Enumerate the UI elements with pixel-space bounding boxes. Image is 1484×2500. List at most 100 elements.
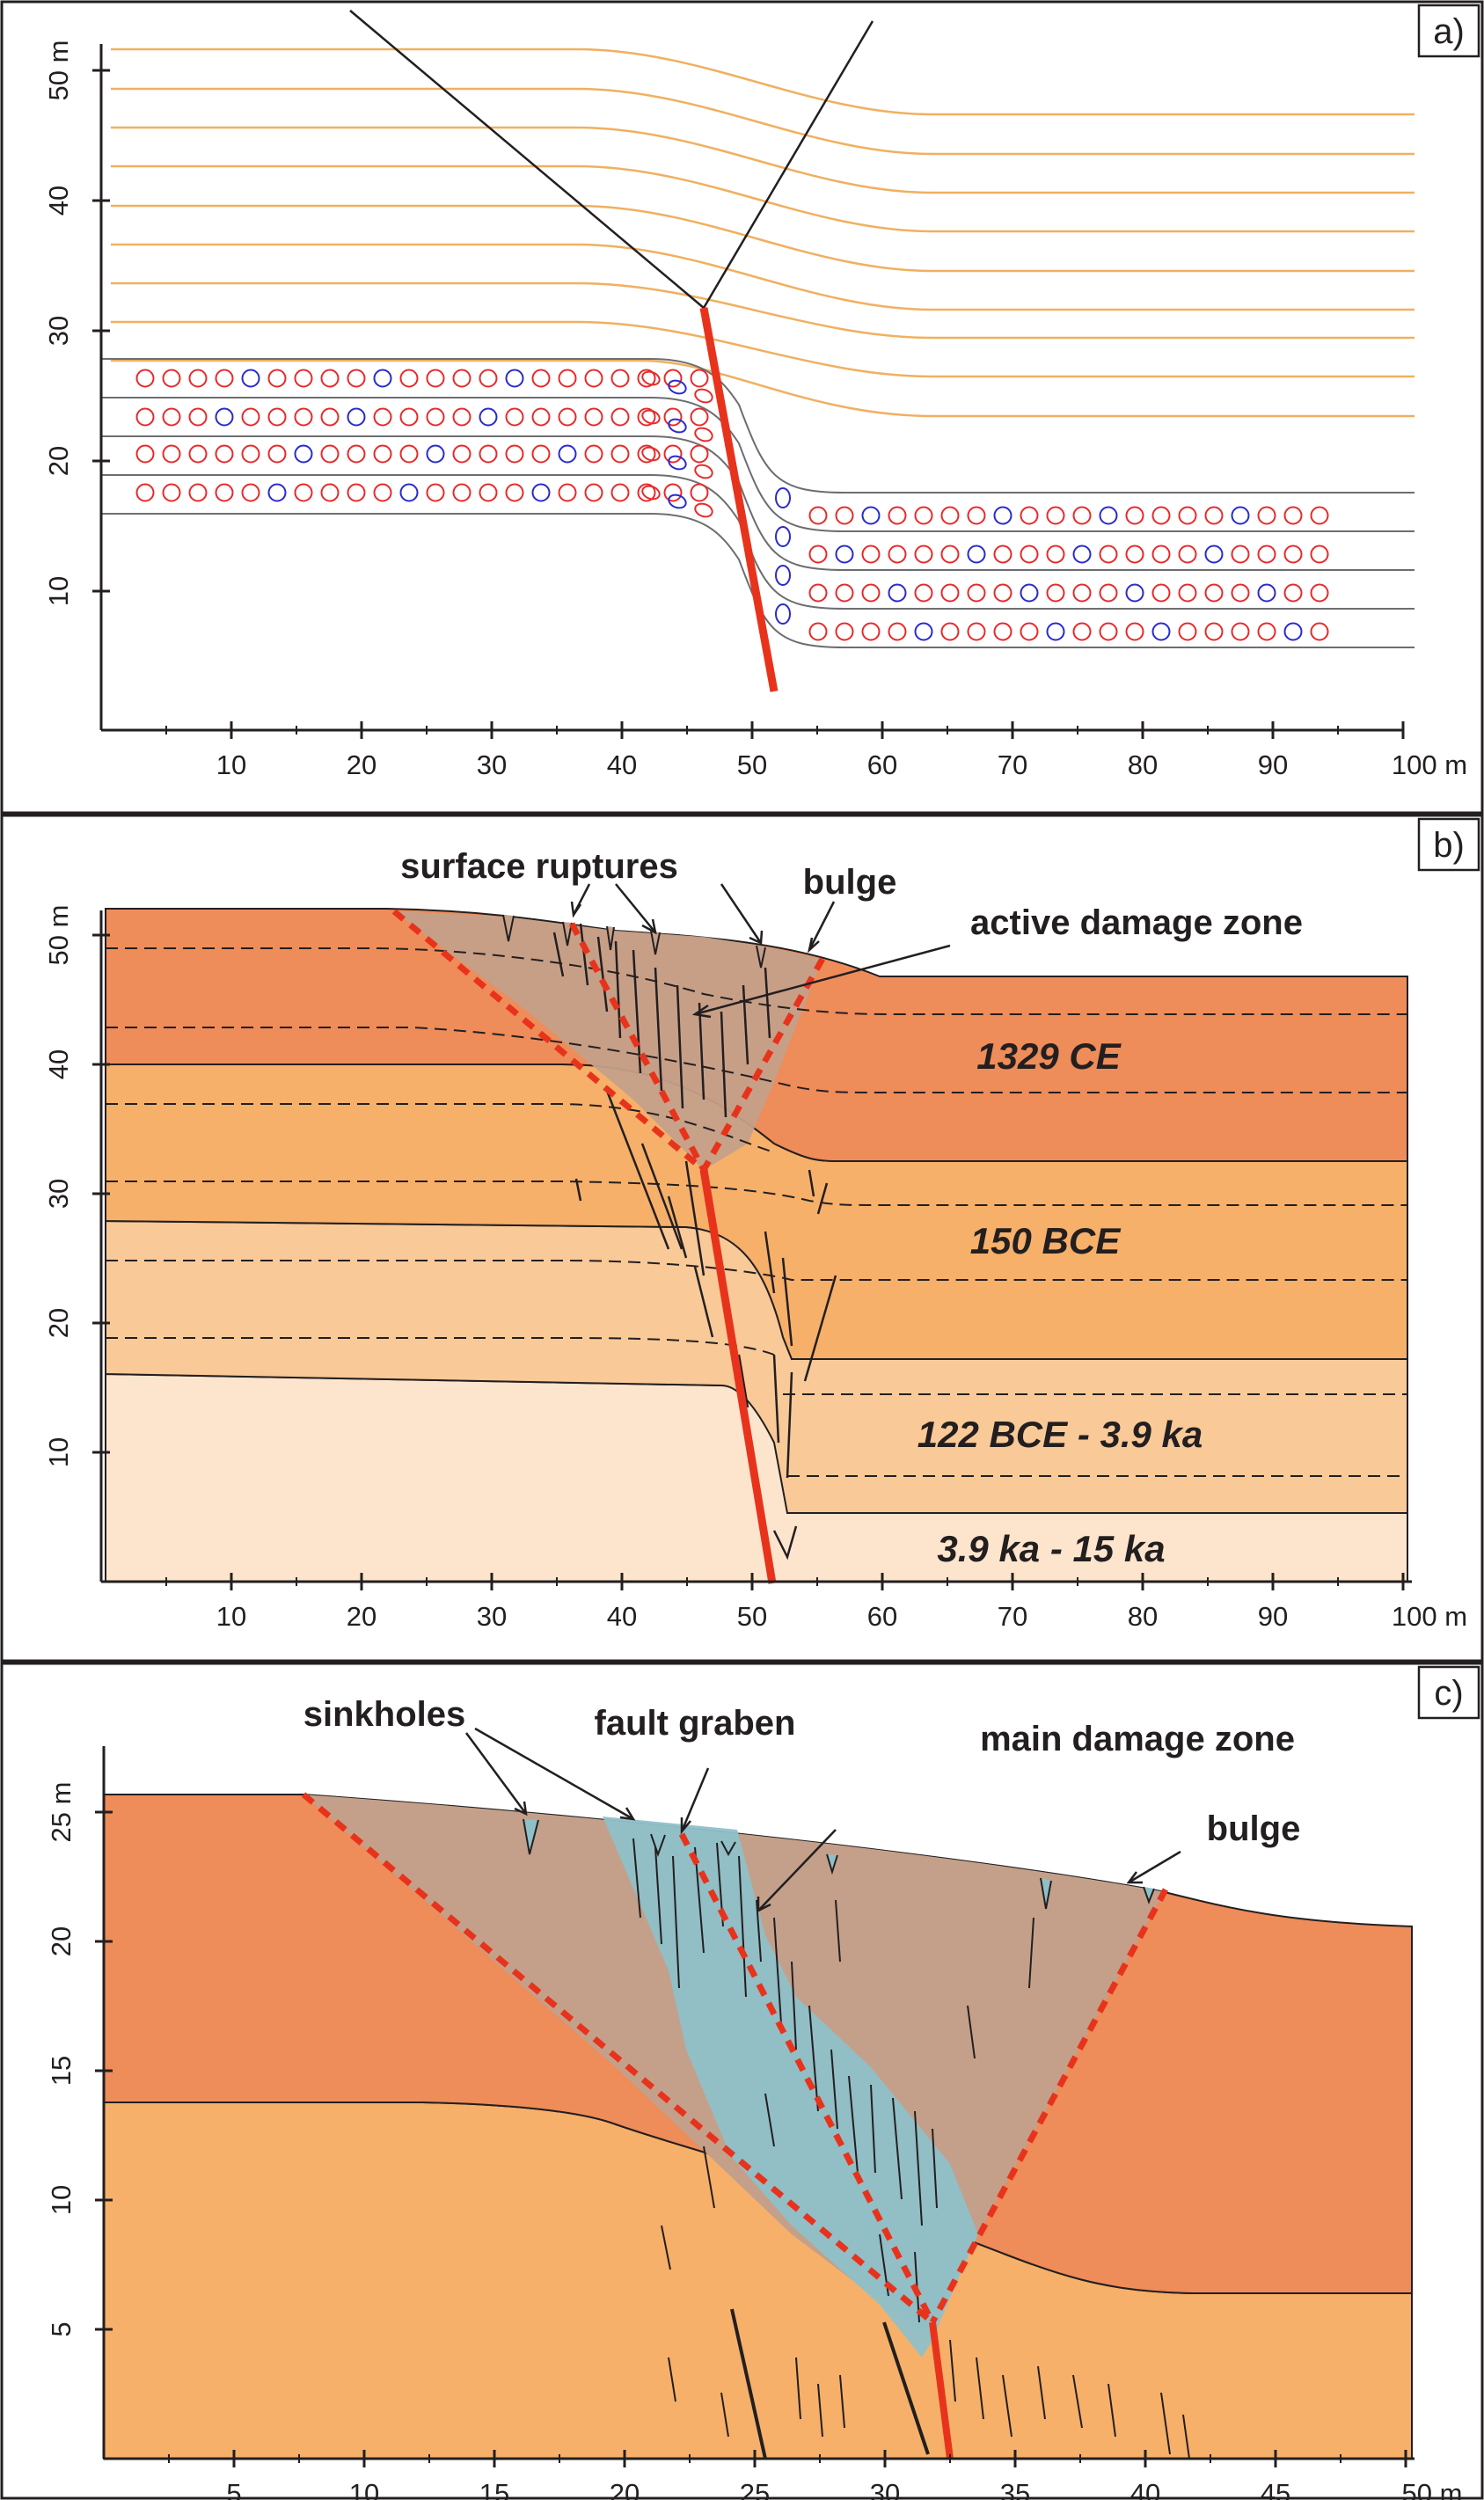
x-tick-label: 20 bbox=[610, 2478, 640, 2500]
layer-circle bbox=[347, 369, 366, 388]
layer-circle bbox=[1283, 622, 1303, 641]
layer-circle bbox=[1310, 506, 1329, 525]
label-active-damage-zone: active damage zone bbox=[970, 903, 1303, 942]
layer-circle bbox=[690, 483, 709, 502]
layer-circle-deformed bbox=[668, 455, 687, 471]
label-surface-ruptures: surface ruptures bbox=[400, 847, 678, 886]
layer-circle bbox=[1125, 583, 1144, 603]
layer-circle bbox=[663, 444, 683, 464]
layer-circle bbox=[1151, 622, 1171, 641]
layer-circle bbox=[1257, 506, 1276, 525]
layer-circle bbox=[1231, 545, 1250, 564]
layer-circle bbox=[914, 545, 933, 564]
y-tick-label: 20 bbox=[43, 1308, 74, 1338]
layer-circle bbox=[1072, 622, 1092, 641]
layer-circle bbox=[888, 506, 907, 525]
layer-circle bbox=[479, 483, 498, 502]
layer-circle bbox=[1046, 583, 1065, 603]
layer-circle-deformed bbox=[694, 502, 713, 518]
layer-circle bbox=[914, 506, 933, 525]
y-tick-label: 50 m bbox=[43, 905, 74, 966]
layer-circle bbox=[426, 483, 445, 502]
layer-circle bbox=[426, 444, 445, 464]
layer-circle bbox=[347, 483, 366, 502]
layer-circle bbox=[294, 444, 313, 464]
layer-circle bbox=[861, 545, 881, 564]
panel-a-frame bbox=[0, 0, 1484, 815]
layer-circle bbox=[1231, 583, 1250, 603]
layer-circle bbox=[663, 369, 683, 388]
layer-circle bbox=[1046, 545, 1065, 564]
layer-circle bbox=[940, 622, 960, 641]
panel-c-fault bbox=[929, 2321, 954, 2460]
layer-circle bbox=[135, 444, 155, 464]
label-main-damage-zone: main damage zone bbox=[980, 1720, 1295, 1758]
x-tick-label: 50 bbox=[737, 1601, 767, 1632]
layer-circle bbox=[1310, 583, 1329, 603]
layer-circle bbox=[861, 622, 881, 641]
layer-circle bbox=[888, 583, 907, 603]
layer-circle bbox=[373, 369, 392, 388]
layer-circle bbox=[267, 444, 287, 464]
panel-b-dashed-horizons bbox=[106, 947, 1407, 1477]
layer-circle bbox=[267, 483, 287, 502]
layer-circle bbox=[993, 622, 1012, 641]
layer-circle bbox=[320, 483, 340, 502]
y-tick-label: 20 bbox=[46, 1926, 77, 1956]
panel-a-circle-layer-lines bbox=[102, 358, 1415, 648]
panel-c-ticks: 5 10 15 20 25 30 35 40 45 50 m 5 10 15 20 25 m bbox=[46, 1782, 1462, 2500]
layer-circle-deformed bbox=[641, 409, 661, 425]
layer-circle bbox=[505, 483, 524, 502]
layer-circle bbox=[452, 483, 472, 502]
layer-circle bbox=[399, 369, 419, 388]
layer-circle bbox=[320, 444, 340, 464]
layer-circle bbox=[861, 506, 881, 525]
layer-circle-deformed bbox=[668, 379, 687, 395]
layer-circle bbox=[637, 407, 656, 427]
panel-b-label: b) bbox=[1433, 826, 1465, 865]
layer-circle bbox=[914, 583, 933, 603]
layer-circle bbox=[1020, 506, 1039, 525]
label-sinkholes: sinkholes bbox=[303, 1695, 466, 1734]
layer-circle bbox=[1178, 583, 1197, 603]
y-tick-label: 40 bbox=[43, 1049, 74, 1079]
layer-circle bbox=[1046, 622, 1065, 641]
layer-circle bbox=[1178, 506, 1197, 525]
layer-circle bbox=[1099, 622, 1118, 641]
layer-circle bbox=[835, 545, 854, 564]
layer-circle bbox=[294, 483, 313, 502]
layer-circle bbox=[162, 407, 181, 427]
layer-circle bbox=[1231, 622, 1250, 641]
layer-circle bbox=[320, 369, 340, 388]
layer-circle bbox=[1151, 583, 1171, 603]
age-3-9ka-15ka: 3.9 ka - 15 ka bbox=[937, 1528, 1165, 1569]
layer-circle bbox=[584, 369, 603, 388]
panel-b-damage-zone-boundaries bbox=[391, 909, 826, 1173]
x-tick-label: 60 bbox=[867, 749, 897, 780]
layer-circle bbox=[479, 444, 498, 464]
layer-circle bbox=[267, 369, 287, 388]
layer-circle bbox=[967, 506, 986, 525]
layer-circle bbox=[808, 506, 828, 525]
layer-circle bbox=[505, 444, 524, 464]
layer-circle bbox=[914, 622, 933, 641]
layer-circle bbox=[320, 407, 340, 427]
layer-circle bbox=[1099, 506, 1118, 525]
layer-circle bbox=[215, 444, 234, 464]
layer-circle bbox=[531, 407, 551, 427]
layer-circle bbox=[690, 407, 709, 427]
layer-circle bbox=[1020, 545, 1039, 564]
layer-circle bbox=[505, 407, 524, 427]
panel-a-ticks: 10 20 30 40 50 60 70 80 90 100 m 10 20 30 40 50 m bbox=[43, 40, 1467, 780]
layer-circle bbox=[162, 444, 181, 464]
panel-b-label-box bbox=[1417, 817, 1480, 872]
layer-circle-deformed bbox=[694, 464, 713, 479]
y-tick-label: 5 bbox=[46, 2321, 77, 2336]
layer-circle bbox=[1020, 583, 1039, 603]
layer-circle-deformed bbox=[668, 418, 687, 434]
layer-circle bbox=[1204, 583, 1224, 603]
layer-circle bbox=[479, 407, 498, 427]
layer-circle-deformed bbox=[775, 487, 791, 508]
layer-circle-deformed bbox=[775, 526, 791, 547]
